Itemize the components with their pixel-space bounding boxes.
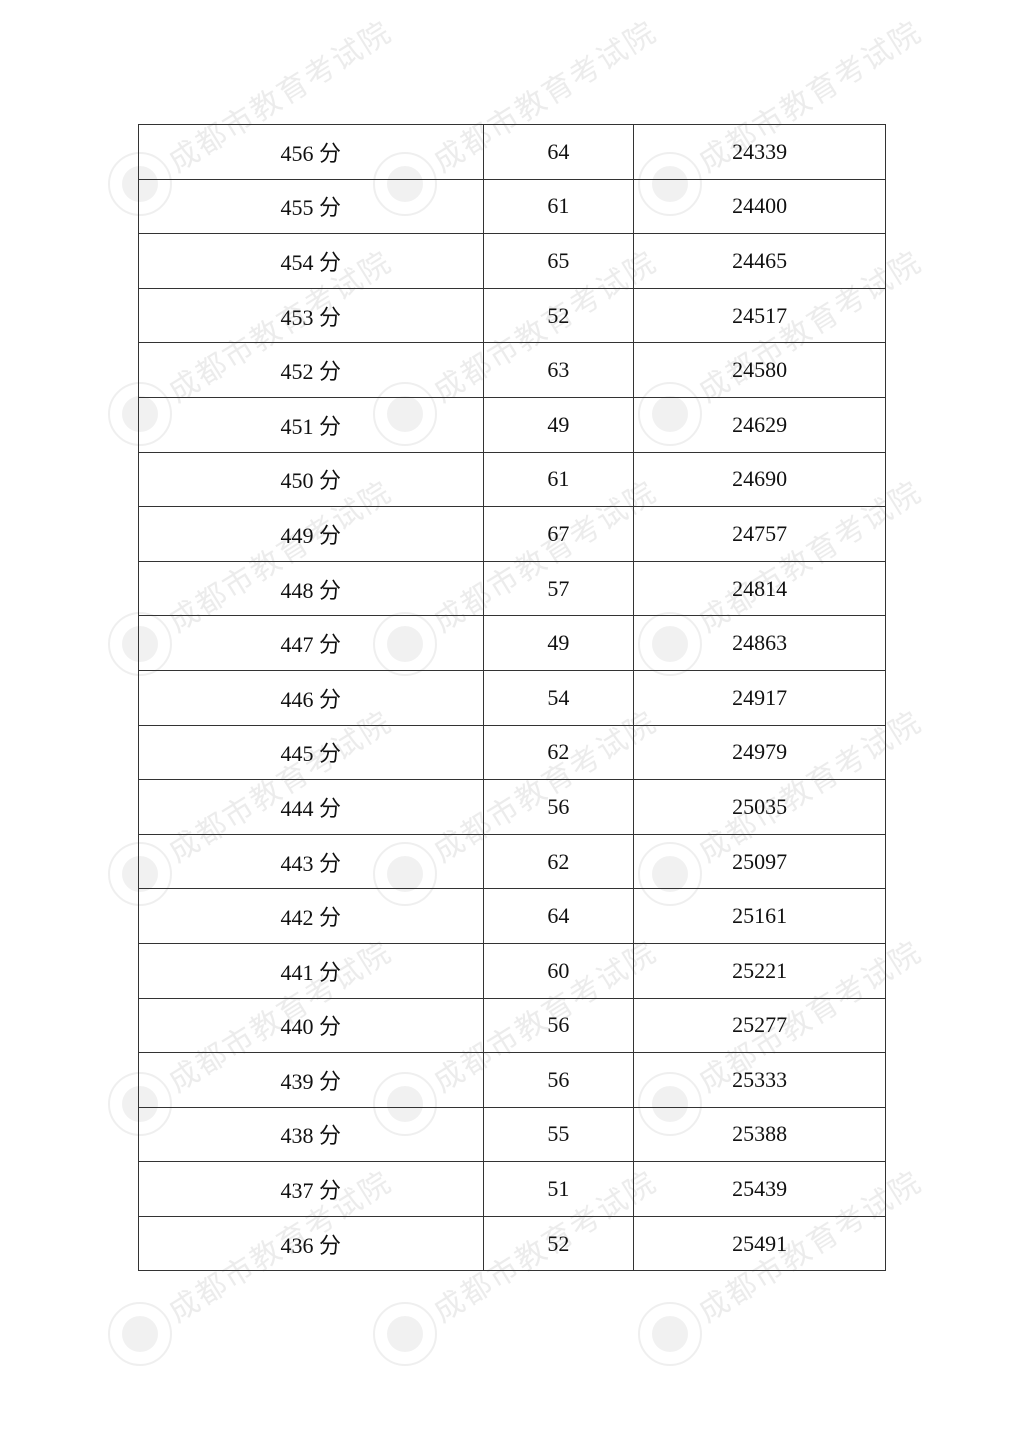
count-cell: 52 xyxy=(482,1215,635,1272)
table-row: 446 分 54 24917 xyxy=(138,669,886,726)
count-cell: 56 xyxy=(482,779,635,835)
table-row: 449 分 67 24757 xyxy=(138,506,886,562)
cumulative-cell: 25388 xyxy=(633,1106,886,1163)
cumulative-cell: 24580 xyxy=(633,342,886,398)
score-cell: 444 分 xyxy=(138,779,484,835)
count-cell: 64 xyxy=(482,888,635,944)
cumulative-cell: 24517 xyxy=(633,287,886,344)
score-cell: 437 分 xyxy=(138,1161,484,1217)
table-row: 442 分 64 25161 xyxy=(138,888,886,944)
cumulative-cell: 24814 xyxy=(633,560,886,617)
table-row: 447 分 49 24863 xyxy=(138,615,886,671)
cumulative-cell: 24339 xyxy=(633,124,886,180)
count-cell: 63 xyxy=(482,342,635,398)
cumulative-cell: 24465 xyxy=(633,233,886,289)
watermark-seal-icon xyxy=(373,1302,437,1366)
cumulative-cell: 24690 xyxy=(633,451,886,508)
count-cell: 61 xyxy=(482,178,635,235)
score-cell: 447 分 xyxy=(138,615,484,671)
table-row: 454 分 65 24465 xyxy=(138,233,886,289)
score-cell: 441 分 xyxy=(138,942,484,999)
score-cell: 451 分 xyxy=(138,396,484,453)
count-cell: 57 xyxy=(482,560,635,617)
count-cell: 62 xyxy=(482,724,635,781)
count-cell: 56 xyxy=(482,1052,635,1108)
score-cell: 450 分 xyxy=(138,451,484,508)
table-row: 453 分 52 24517 xyxy=(138,287,886,344)
score-cell: 453 分 xyxy=(138,287,484,344)
count-cell: 65 xyxy=(482,233,635,289)
score-distribution-table: 456 分 64 24339 455 分 61 24400 454 分 65 24465 453 … xyxy=(138,124,886,1272)
table-row: 440 分 56 25277 xyxy=(138,997,886,1054)
cumulative-cell: 25277 xyxy=(633,997,886,1054)
score-cell: 439 分 xyxy=(138,1052,484,1108)
score-cell: 436 分 xyxy=(138,1215,484,1272)
count-cell: 64 xyxy=(482,124,635,180)
count-cell: 67 xyxy=(482,506,635,562)
cumulative-cell: 25491 xyxy=(633,1215,886,1272)
table-row: 441 分 60 25221 xyxy=(138,942,886,999)
table-row: 451 分 49 24629 xyxy=(138,396,886,453)
table-row: 437 分 51 25439 xyxy=(138,1161,886,1217)
count-cell: 61 xyxy=(482,451,635,508)
table-row: 444 分 56 25035 xyxy=(138,779,886,835)
cumulative-cell: 24979 xyxy=(633,724,886,781)
table-row: 445 分 62 24979 xyxy=(138,724,886,781)
table-row: 438 分 55 25388 xyxy=(138,1106,886,1163)
table-row: 450 分 61 24690 xyxy=(138,451,886,508)
table-row: 439 分 56 25333 xyxy=(138,1052,886,1108)
cumulative-cell: 24400 xyxy=(633,178,886,235)
cumulative-cell: 25221 xyxy=(633,942,886,999)
score-cell: 445 分 xyxy=(138,724,484,781)
score-cell: 448 分 xyxy=(138,560,484,617)
score-cell: 454 分 xyxy=(138,233,484,289)
cumulative-cell: 25161 xyxy=(633,888,886,944)
cumulative-cell: 25333 xyxy=(633,1052,886,1108)
score-cell: 452 分 xyxy=(138,342,484,398)
table-body: 456 分 64 24339 455 分 61 24400 454 分 65 24465 453 … xyxy=(138,124,886,1272)
score-cell: 443 分 xyxy=(138,833,484,890)
table-row: 456 分 64 24339 xyxy=(138,124,886,180)
count-cell: 55 xyxy=(482,1106,635,1163)
watermark-seal-icon xyxy=(638,1302,702,1366)
score-cell: 446 分 xyxy=(138,669,484,726)
table-row: 452 分 63 24580 xyxy=(138,342,886,398)
table-row: 455 分 61 24400 xyxy=(138,178,886,235)
count-cell: 49 xyxy=(482,396,635,453)
count-cell: 62 xyxy=(482,833,635,890)
cumulative-cell: 25035 xyxy=(633,779,886,835)
score-cell: 456 分 xyxy=(138,124,484,180)
cumulative-cell: 25439 xyxy=(633,1161,886,1217)
table-row: 448 分 57 24814 xyxy=(138,560,886,617)
score-cell: 438 分 xyxy=(138,1106,484,1163)
score-cell: 442 分 xyxy=(138,888,484,944)
count-cell: 51 xyxy=(482,1161,635,1217)
table-row: 436 分 52 25491 xyxy=(138,1215,886,1272)
count-cell: 49 xyxy=(482,615,635,671)
score-cell: 455 分 xyxy=(138,178,484,235)
cumulative-cell: 24757 xyxy=(633,506,886,562)
watermark-seal-icon xyxy=(108,1302,172,1366)
count-cell: 56 xyxy=(482,997,635,1054)
score-cell: 449 分 xyxy=(138,506,484,562)
score-cell: 440 分 xyxy=(138,997,484,1054)
count-cell: 54 xyxy=(482,669,635,726)
count-cell: 52 xyxy=(482,287,635,344)
table-row: 443 分 62 25097 xyxy=(138,833,886,890)
cumulative-cell: 24863 xyxy=(633,615,886,671)
cumulative-cell: 25097 xyxy=(633,833,886,890)
cumulative-cell: 24629 xyxy=(633,396,886,453)
count-cell: 60 xyxy=(482,942,635,999)
cumulative-cell: 24917 xyxy=(633,669,886,726)
